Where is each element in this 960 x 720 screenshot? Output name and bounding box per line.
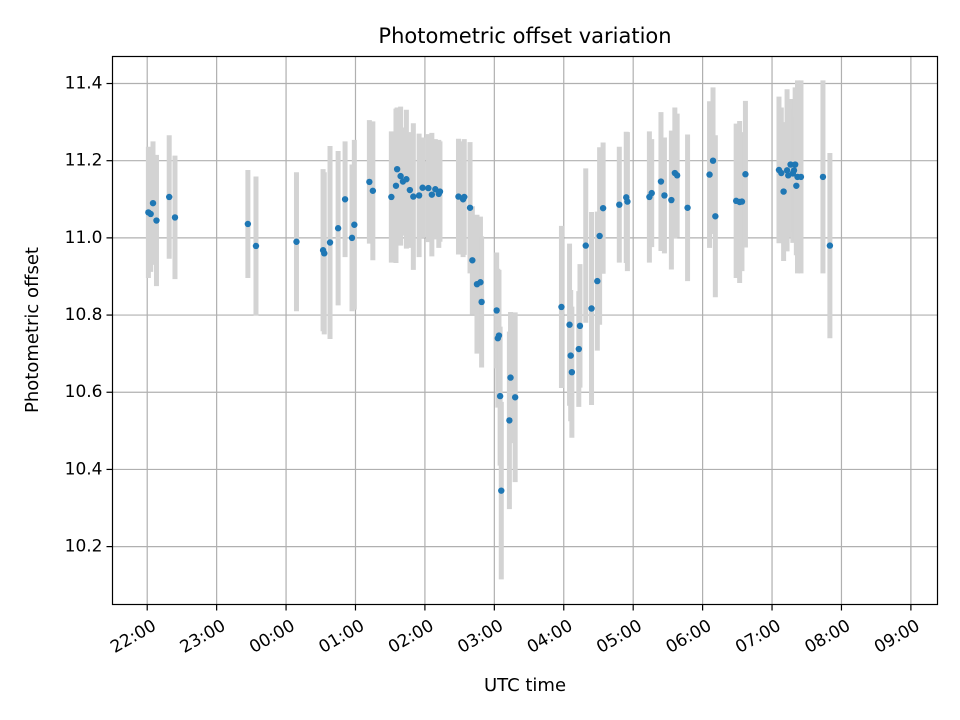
data-point	[341, 196, 349, 203]
data-point	[778, 169, 785, 177]
data-point	[334, 225, 342, 232]
data-point	[797, 173, 805, 181]
data-point	[787, 161, 794, 168]
data-point	[153, 217, 160, 224]
y-axis-title: Photometric offset	[22, 247, 43, 413]
data-point	[738, 198, 746, 205]
data-point	[566, 321, 573, 328]
data-point	[684, 204, 691, 211]
data-point	[388, 193, 395, 201]
data-point	[567, 352, 574, 359]
y-tick-label: 11.4	[65, 74, 103, 94]
data-point	[293, 238, 300, 245]
data-point	[624, 198, 631, 205]
data-point	[165, 193, 173, 201]
data-point	[661, 192, 668, 199]
data-point	[819, 173, 827, 181]
chart-title: Photometric offset variation	[378, 24, 671, 48]
data-point	[428, 191, 436, 198]
data-point	[493, 307, 500, 314]
y-axis: 10.2 10.4 10.6 10.8 11.0 11.2 11.4	[65, 74, 113, 557]
data-point	[244, 220, 252, 228]
y-tick-label: 10.6	[65, 382, 103, 402]
data-point	[149, 199, 157, 207]
y-tick-label: 10.8	[65, 305, 103, 325]
data-point	[588, 305, 595, 312]
x-axis-title: UTC time	[484, 675, 566, 696]
data-point	[419, 184, 426, 191]
data-point	[506, 417, 513, 424]
data-point	[575, 345, 583, 353]
data-point	[826, 242, 834, 249]
data-point	[410, 193, 417, 200]
data-point	[496, 392, 504, 400]
data-point	[709, 157, 717, 164]
data-point	[742, 171, 749, 178]
data-point	[712, 213, 719, 220]
data-point	[616, 201, 623, 208]
y-tick-label: 10.2	[65, 537, 103, 557]
data-point	[790, 167, 798, 174]
data-point	[403, 176, 410, 183]
data-point	[147, 210, 154, 218]
data-point	[596, 232, 603, 240]
data-point	[397, 172, 404, 180]
data-point	[321, 250, 328, 257]
data-point	[171, 214, 179, 221]
data-point	[668, 196, 675, 204]
data-point	[648, 189, 655, 197]
data-point	[791, 161, 799, 168]
data-points	[145, 157, 834, 494]
data-point	[568, 368, 576, 376]
data-point	[511, 394, 519, 401]
data-point	[495, 332, 503, 339]
data-point	[415, 192, 423, 199]
data-point	[706, 171, 713, 178]
data-point	[326, 239, 334, 246]
data-point	[366, 178, 373, 186]
data-point	[780, 188, 787, 195]
plot-frame	[111, 55, 939, 606]
data-point	[461, 193, 468, 201]
data-point	[348, 234, 356, 242]
data-point	[469, 257, 476, 264]
data-point	[576, 322, 584, 330]
data-point	[466, 204, 474, 211]
data-point	[507, 374, 514, 381]
data-point	[425, 184, 432, 192]
data-point	[582, 242, 589, 249]
data-point	[657, 178, 665, 185]
data-point	[783, 167, 791, 174]
data-point	[558, 303, 565, 311]
data-point	[599, 204, 607, 212]
data-point	[369, 187, 377, 194]
data-point	[351, 221, 358, 228]
data-point	[455, 193, 462, 200]
data-point	[406, 186, 414, 194]
y-tick-label: 11.2	[65, 151, 103, 171]
data-point	[498, 487, 505, 494]
data-point	[436, 188, 444, 195]
data-point	[392, 182, 400, 189]
y-tick-label: 11.0	[65, 228, 103, 248]
data-point	[594, 277, 601, 285]
data-point	[673, 172, 681, 179]
data-point	[478, 298, 485, 306]
data-point	[393, 165, 401, 173]
data-point	[793, 182, 800, 189]
data-point	[477, 279, 484, 286]
y-tick-label: 10.4	[65, 459, 103, 479]
data-point	[252, 242, 260, 250]
